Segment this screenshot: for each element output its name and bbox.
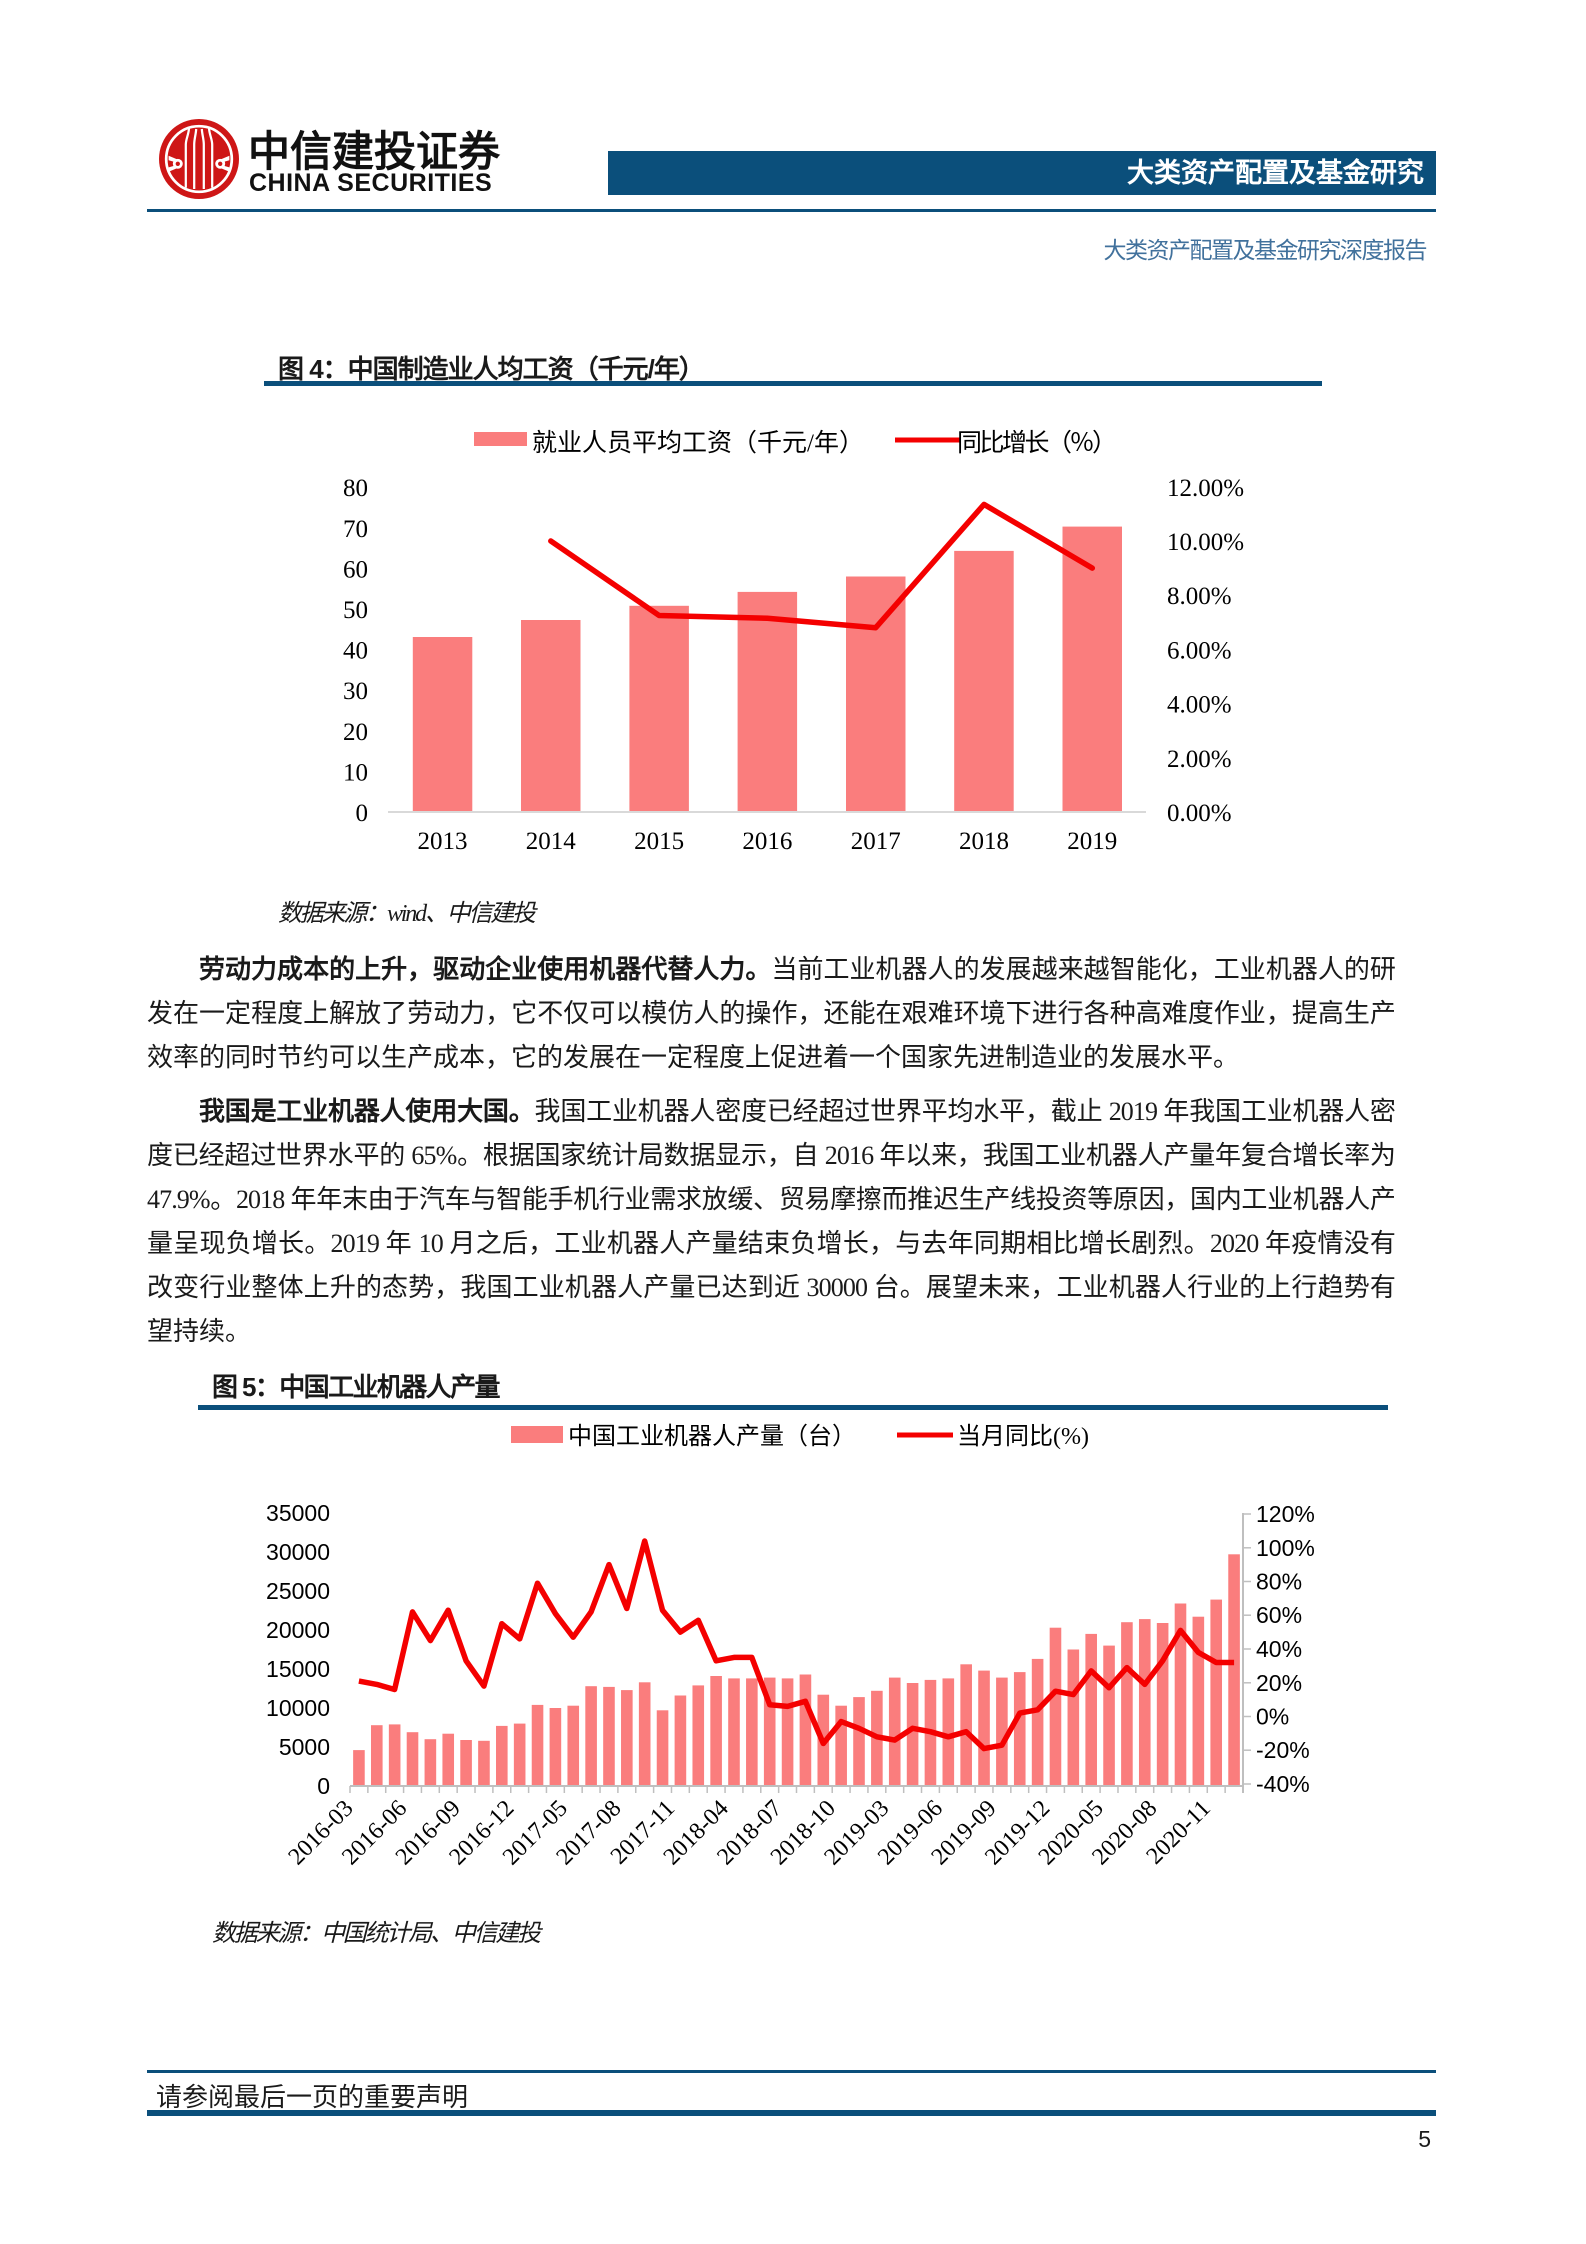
svg-text:10: 10 <box>343 759 368 786</box>
svg-text:同比增长（％）: 同比增长（％） <box>957 429 1115 457</box>
svg-text:50: 50 <box>343 597 368 624</box>
svg-text:20%: 20% <box>1256 1670 1302 1696</box>
svg-text:20: 20 <box>343 719 368 746</box>
svg-text:就业人员平均工资（千元/年）: 就业人员平均工资（千元/年） <box>532 429 864 457</box>
svg-text:2016: 2016 <box>742 828 792 855</box>
svg-text:10.00%: 10.00% <box>1167 529 1244 556</box>
svg-text:4.00%: 4.00% <box>1167 692 1232 719</box>
svg-text:15000: 15000 <box>266 1656 330 1682</box>
svg-text:0%: 0% <box>1256 1704 1289 1730</box>
svg-text:2.00%: 2.00% <box>1167 746 1232 773</box>
svg-text:8.00%: 8.00% <box>1167 583 1232 610</box>
svg-text:当月同比(%): 当月同比(%) <box>957 1423 1089 1450</box>
svg-text:6.00%: 6.00% <box>1167 637 1232 664</box>
svg-text:0.00%: 0.00% <box>1167 800 1232 827</box>
svg-text:80: 80 <box>343 475 368 502</box>
svg-text:60%: 60% <box>1256 1602 1302 1628</box>
svg-text:40: 40 <box>343 638 368 665</box>
svg-text:2017: 2017 <box>851 828 901 855</box>
svg-text:12.00%: 12.00% <box>1167 475 1244 502</box>
svg-text:35000: 35000 <box>266 1500 330 1526</box>
svg-text:80%: 80% <box>1256 1569 1302 1595</box>
svg-text:2018: 2018 <box>959 828 1009 855</box>
svg-text:2013: 2013 <box>418 828 468 855</box>
svg-text:20000: 20000 <box>266 1617 330 1643</box>
svg-text:2015: 2015 <box>634 828 684 855</box>
svg-text:120%: 120% <box>1256 1501 1315 1527</box>
svg-text:60: 60 <box>343 556 368 583</box>
svg-text:40%: 40% <box>1256 1636 1302 1662</box>
svg-text:0: 0 <box>356 800 369 827</box>
svg-text:25000: 25000 <box>266 1578 330 1604</box>
svg-text:100%: 100% <box>1256 1535 1315 1561</box>
svg-text:2019: 2019 <box>1067 828 1117 855</box>
svg-text:中国工业机器人产量（台）: 中国工业机器人产量（台） <box>568 1423 856 1450</box>
svg-text:0: 0 <box>317 1773 330 1799</box>
svg-text:-20%: -20% <box>1256 1737 1310 1763</box>
svg-text:5000: 5000 <box>279 1734 330 1760</box>
svg-text:70: 70 <box>343 516 368 543</box>
svg-text:30: 30 <box>343 678 368 705</box>
svg-text:2014: 2014 <box>526 828 577 855</box>
svg-text:-40%: -40% <box>1256 1771 1310 1797</box>
svg-text:30000: 30000 <box>266 1539 330 1565</box>
svg-text:10000: 10000 <box>266 1695 330 1721</box>
